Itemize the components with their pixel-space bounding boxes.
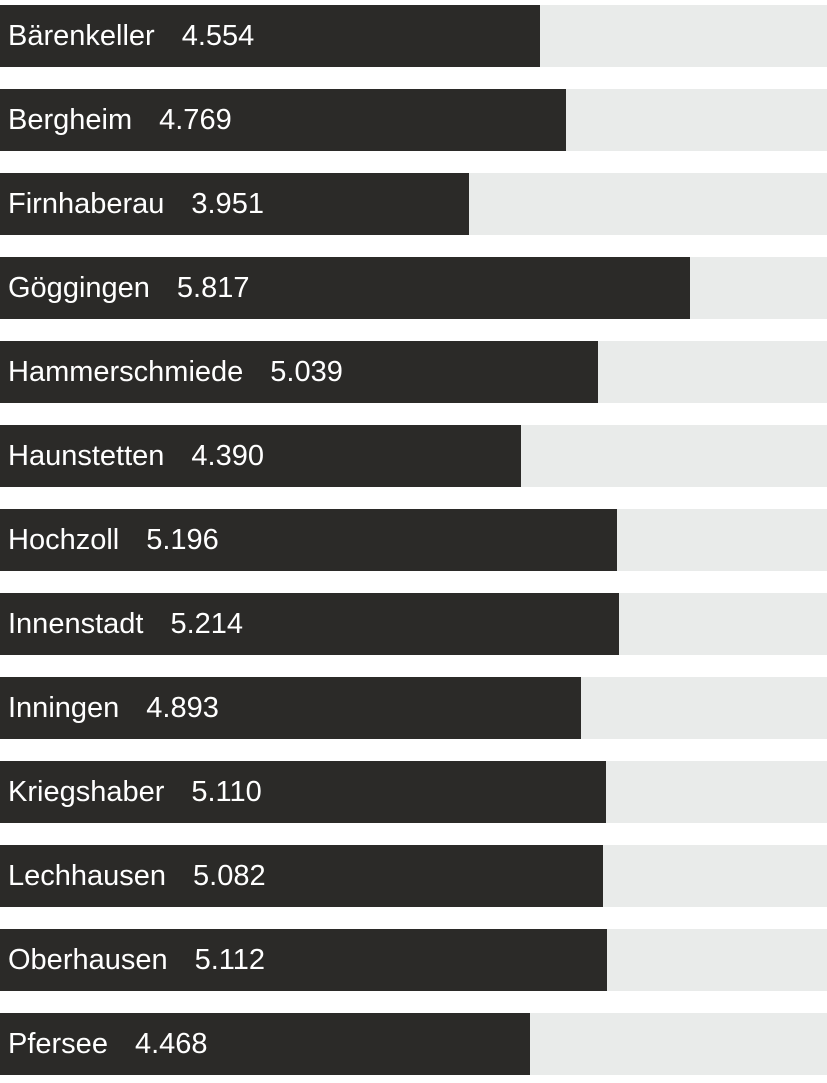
bar-row: Bergheim 4.769 bbox=[0, 89, 827, 151]
value-label: 5.110 bbox=[191, 775, 262, 808]
bar-track: Pfersee 4.468 bbox=[0, 1013, 827, 1075]
bar-track: Hammerschmiede 5.039 bbox=[0, 341, 827, 403]
category-label: Bergheim bbox=[8, 103, 133, 136]
bar: Hochzoll 5.196 bbox=[0, 509, 617, 571]
bar-track: Göggingen 5.817 bbox=[0, 257, 827, 319]
value-label: 5.196 bbox=[146, 523, 219, 556]
bar: Bergheim 4.769 bbox=[0, 89, 566, 151]
bar: Innenstadt 5.214 bbox=[0, 593, 619, 655]
value-label: 5.817 bbox=[176, 271, 250, 304]
category-label: Bärenkeller bbox=[8, 19, 155, 52]
bar-track: Hochzoll 5.196 bbox=[0, 509, 827, 571]
category-label: Haunstetten bbox=[8, 439, 165, 472]
category-label: Göggingen bbox=[8, 271, 150, 304]
value-label: 5.039 bbox=[270, 355, 343, 388]
category-label: Firnhaberau bbox=[8, 187, 165, 220]
value-label: 4.893 bbox=[146, 691, 219, 724]
bar: Hammerschmiede 5.039 bbox=[0, 341, 598, 403]
bar-track: Haunstetten 4.390 bbox=[0, 425, 827, 487]
bar-row: Haunstetten 4.390 bbox=[0, 425, 827, 487]
bar: Kriegshaber 5.110 bbox=[0, 761, 607, 823]
bar: Haunstetten 4.390 bbox=[0, 425, 521, 487]
bar-row: Pfersee 4.468 bbox=[0, 1013, 827, 1075]
bar: Firnhaberau 3.951 bbox=[0, 173, 469, 235]
bar-track: Bärenkeller 4.554 bbox=[0, 5, 827, 67]
bar: Pfersee 4.468 bbox=[0, 1013, 531, 1075]
bar-track: Oberhausen 5.112 bbox=[0, 929, 827, 991]
category-label: Pfersee bbox=[8, 1027, 108, 1060]
bar-row: Oberhausen 5.112 bbox=[0, 929, 827, 991]
bar-row: Hammerschmiede 5.039 bbox=[0, 341, 827, 403]
category-label: Hammerschmiede bbox=[8, 355, 244, 388]
category-label: Innenstadt bbox=[8, 607, 144, 640]
category-label: Lechhausen bbox=[8, 859, 167, 892]
bar-row: Göggingen 5.817 bbox=[0, 257, 827, 319]
category-label: Kriegshaber bbox=[8, 775, 165, 808]
bar-track: Innenstadt 5.214 bbox=[0, 593, 827, 655]
bar-row: Inningen 4.893 bbox=[0, 677, 827, 739]
value-label: 5.112 bbox=[194, 943, 266, 976]
bar: Bärenkeller 4.554 bbox=[0, 5, 541, 67]
value-label: 4.390 bbox=[191, 439, 264, 472]
bar-track: Firnhaberau 3.951 bbox=[0, 173, 827, 235]
category-label: Hochzoll bbox=[8, 523, 120, 556]
bar-track: Lechhausen 5.082 bbox=[0, 845, 827, 907]
category-label: Oberhausen bbox=[8, 943, 168, 976]
value-label: 4.769 bbox=[159, 103, 232, 136]
value-label: 4.554 bbox=[181, 19, 255, 52]
value-label: 3.951 bbox=[191, 187, 264, 220]
bar-row: Bärenkeller 4.554 bbox=[0, 5, 827, 67]
bar: Inningen 4.893 bbox=[0, 677, 581, 739]
bar: Lechhausen 5.082 bbox=[0, 845, 603, 907]
bar-track: Bergheim 4.769 bbox=[0, 89, 827, 151]
value-label: 5.082 bbox=[193, 859, 266, 892]
bar: Oberhausen 5.112 bbox=[0, 929, 607, 991]
bar-row: Firnhaberau 3.951 bbox=[0, 173, 827, 235]
bar: Göggingen 5.817 bbox=[0, 257, 691, 319]
value-label: 5.214 bbox=[170, 607, 244, 640]
bar-row: Lechhausen 5.082 bbox=[0, 845, 827, 907]
bar-row: Hochzoll 5.196 bbox=[0, 509, 827, 571]
bar-row: Innenstadt 5.214 bbox=[0, 593, 827, 655]
bar-track: Kriegshaber 5.110 bbox=[0, 761, 827, 823]
value-label: 4.468 bbox=[134, 1027, 208, 1060]
bar-track: Inningen 4.893 bbox=[0, 677, 827, 739]
bar-row: Kriegshaber 5.110 bbox=[0, 761, 827, 823]
category-label: Inningen bbox=[8, 691, 120, 724]
